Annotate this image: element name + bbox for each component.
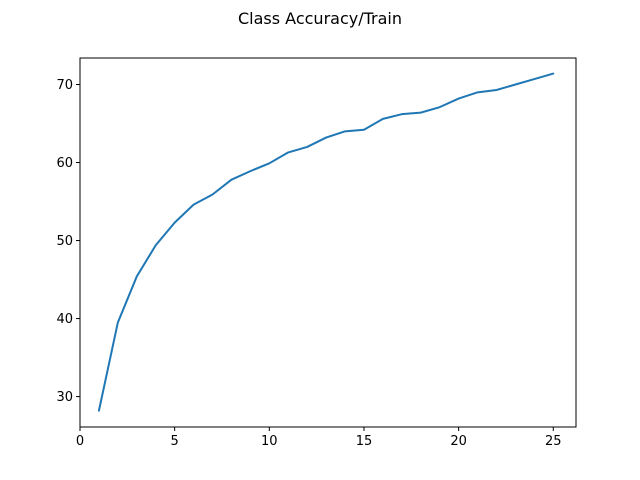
y-tick-label: 50 — [56, 234, 73, 249]
x-tick-label: 15 — [356, 434, 373, 449]
plot-frame — [79, 57, 577, 428]
x-tick-label: 0 — [76, 434, 84, 449]
y-tick-label: 70 — [56, 78, 73, 93]
y-tick-label: 30 — [56, 390, 73, 405]
series-layer — [97, 72, 555, 412]
series-line-0 — [97, 72, 555, 412]
x-tick-label: 10 — [261, 434, 278, 449]
y-tick-label: 60 — [56, 156, 73, 171]
y-axis: 30 40 50 60 70 — [56, 78, 80, 405]
x-tick-label: 20 — [450, 434, 467, 449]
chart-title: Class Accuracy/Train — [238, 9, 402, 28]
y-tick-label: 40 — [56, 312, 73, 327]
x-axis: 0 5 10 15 20 25 — [76, 427, 562, 449]
x-tick-label: 25 — [545, 434, 562, 449]
x-tick-label: 5 — [171, 434, 179, 449]
